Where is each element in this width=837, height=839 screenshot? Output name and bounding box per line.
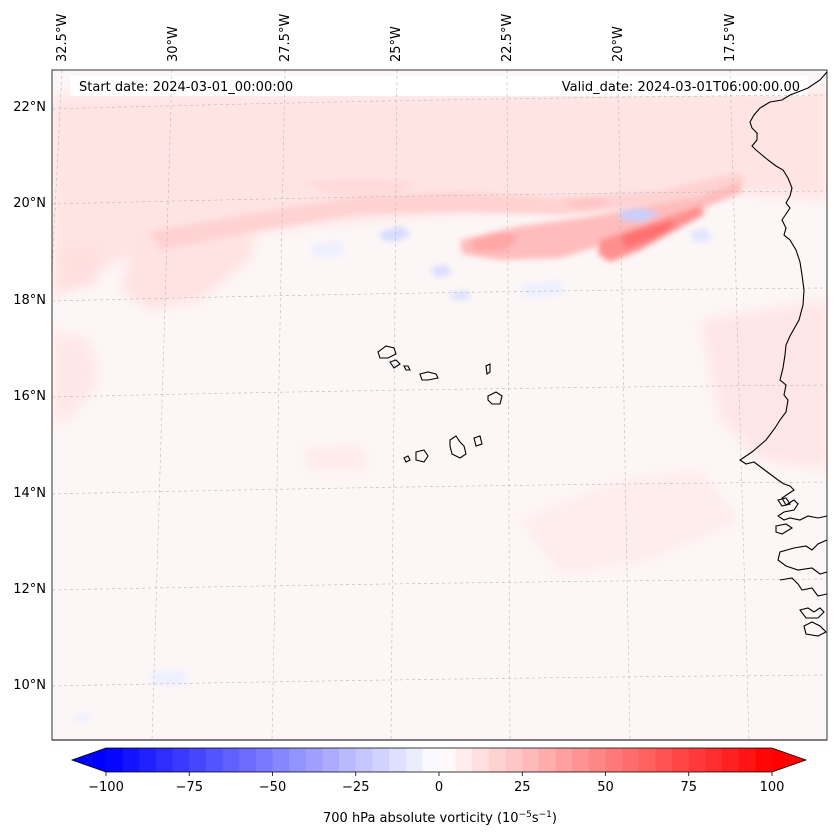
colorbar-tick-label: 75: [680, 780, 697, 795]
colorbar-cell: [422, 748, 440, 772]
colorbar-cell: [472, 748, 490, 772]
colorbar-cell: [505, 748, 523, 772]
colorbar-cell: [455, 748, 473, 772]
colorbar: −100 −75 −50 −25 0 25 50 75 100 700 hPa absolute…: [70, 747, 808, 826]
colorbar-cell: [305, 748, 324, 772]
colorbar-cell: [638, 748, 657, 772]
latitude-labels: 22°N 20°N 18°N 16°N 14°N 12°N 10°N: [13, 100, 46, 693]
colorbar-cell: [205, 748, 224, 772]
colorbar-tick-label: 50: [597, 780, 614, 795]
colorbar-cell: [688, 748, 706, 772]
colorbar-cell: [738, 748, 756, 772]
colorbar-cell: [106, 748, 124, 772]
lon-label: 20°W: [611, 26, 626, 62]
colorbar-ticks: −100 −75 −50 −25 0 25 50 75 100: [88, 772, 784, 795]
colorbar-cell: [622, 748, 640, 772]
lat-label: 16°N: [13, 389, 46, 404]
colorbar-cell: [289, 748, 307, 772]
colorbar-cell: [355, 748, 373, 772]
header-band: [70, 76, 808, 96]
vorticity-field: [52, 76, 827, 722]
start-date-label: Start date: 2024-03-01_00:00:00: [79, 80, 293, 95]
colorbar-cell: [572, 748, 590, 772]
colorbar-cell: [538, 748, 557, 772]
lat-label: 10°N: [13, 678, 46, 693]
lat-label: 22°N: [13, 100, 46, 115]
lon-label: 30°W: [166, 26, 181, 62]
colorbar-cell: [605, 748, 623, 772]
lon-label: 25°W: [389, 26, 404, 62]
colorbar-cell: [488, 748, 507, 772]
colorbar-tick-label: 100: [760, 780, 785, 795]
colorbar-cell: [588, 748, 607, 772]
colorbar-cell: [439, 748, 457, 772]
colorbar-tick-label: −100: [88, 780, 124, 795]
colorbar-cell: [322, 748, 340, 772]
colorbar-cell: [139, 748, 157, 772]
colorbar-cell: [755, 748, 773, 772]
longitude-labels: 32.5°W 30°W 27.5°W 25°W 22.5°W 20°W 17.5…: [55, 14, 738, 62]
colorbar-cell: [239, 748, 257, 772]
lat-label: 18°N: [13, 293, 46, 308]
colorbar-cell: [655, 748, 673, 772]
colorbar-cell: [339, 748, 357, 772]
lat-label: 12°N: [13, 582, 46, 597]
colorbar-cell: [405, 748, 423, 772]
colorbar-cell: [222, 748, 240, 772]
colorbar-cell: [189, 748, 207, 772]
lon-label: 27.5°W: [278, 14, 293, 62]
colorbar-tick-label: 0: [435, 780, 443, 795]
lon-label: 22.5°W: [500, 14, 515, 62]
colorbar-cell: [389, 748, 407, 772]
colorbar-cell: [172, 748, 190, 772]
valid-date-label: Valid_date: 2024-03-01T06:00:00.00: [562, 80, 800, 95]
colorbar-cell: [722, 748, 740, 772]
colorbar-tick-label: −75: [176, 780, 203, 795]
colorbar-cell: [705, 748, 723, 772]
graticule: [51, 69, 828, 741]
lat-label: 14°N: [13, 486, 46, 501]
lon-label: 17.5°W: [723, 14, 738, 62]
colorbar-cell: [522, 748, 540, 772]
map-panel: Start date: 2024-03-01_00:00:00 Valid_da…: [51, 69, 828, 741]
colorbar-tick-label: −25: [342, 780, 369, 795]
cape-verde-islands: [377, 345, 503, 463]
colorbar-tick-label: −50: [259, 780, 286, 795]
colorbar-cell: [255, 748, 274, 772]
colorbar-cell: [672, 748, 690, 772]
colorbar-cell: [272, 748, 290, 772]
colorbar-cell: [372, 748, 390, 772]
coastline: [739, 71, 828, 637]
colorbar-title: 700 hPa absolute vorticity (10−5s−1): [323, 810, 557, 826]
colorbar-extend-min: [72, 748, 106, 772]
lat-label: 20°N: [13, 196, 46, 211]
colorbar-cell: [555, 748, 573, 772]
lon-label: 32.5°W: [55, 14, 70, 62]
colorbar-tick-label: 25: [514, 780, 531, 795]
colorbar-cell: [122, 748, 140, 772]
colorbar-cell: [155, 748, 174, 772]
colorbar-cells: [106, 748, 773, 772]
colorbar-extend-max: [772, 748, 806, 772]
